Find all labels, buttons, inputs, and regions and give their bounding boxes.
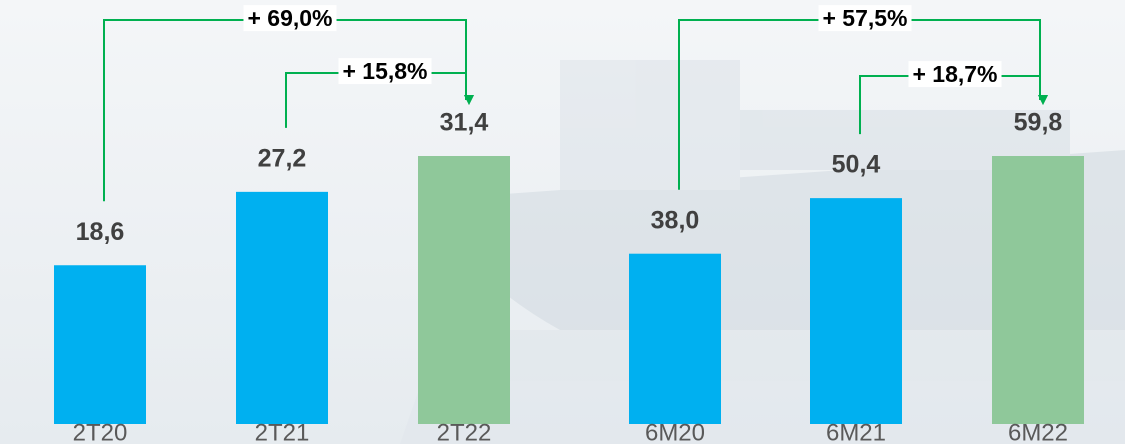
- annotation-background: [338, 58, 432, 85]
- value-label: 27,2: [258, 144, 307, 172]
- x-tick-label: 2T22: [437, 419, 492, 444]
- x-tick-label: 6M21: [826, 419, 886, 444]
- bar: [418, 156, 510, 424]
- annotation-background: [243, 5, 337, 32]
- bar: [992, 156, 1084, 424]
- bar: [236, 191, 328, 424]
- growth-annotation: + 69,0%: [247, 5, 332, 31]
- value-label: 31,4: [440, 109, 489, 137]
- x-tick-label: 6M20: [645, 419, 705, 444]
- value-label: 18,6: [76, 218, 125, 246]
- value-label: 38,0: [651, 206, 700, 234]
- growth-annotation: + 18,7%: [912, 61, 997, 87]
- value-label: 59,8: [1014, 109, 1063, 137]
- x-tick-label: 2T21: [255, 419, 310, 444]
- growth-annotation: + 15,8%: [342, 58, 427, 84]
- growth-annotation: + 57,5%: [822, 5, 907, 31]
- value-label: 50,4: [832, 151, 881, 179]
- annotation-background: [908, 61, 1002, 88]
- bar: [54, 265, 146, 424]
- bar: [810, 198, 902, 424]
- ship-silhouette: [400, 60, 1125, 444]
- annotation-background: [818, 5, 912, 32]
- x-tick-label: 6M22: [1008, 419, 1068, 444]
- x-tick-label: 2T20: [73, 419, 128, 444]
- bar: [629, 253, 721, 424]
